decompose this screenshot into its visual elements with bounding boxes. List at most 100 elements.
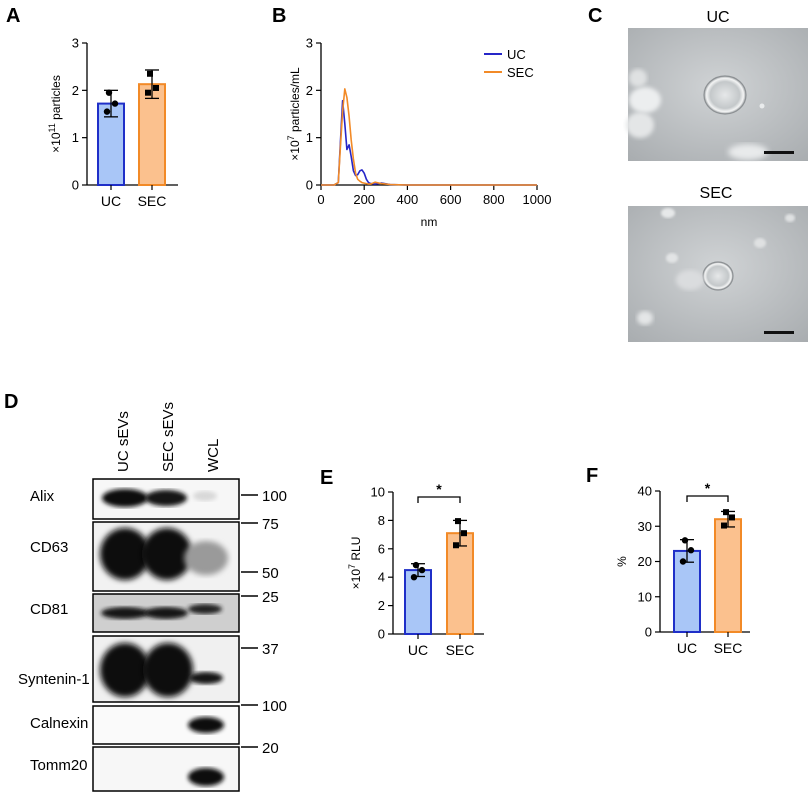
em-image-sec — [628, 206, 808, 342]
panel-f-ytick-label: 20 — [638, 554, 652, 569]
blot-label-tomm20: Tomm20 — [30, 757, 88, 774]
lane-label-sec: SEC sEVs — [160, 402, 177, 472]
panel-a-ytick-label: 2 — [72, 83, 79, 98]
panel-a-point — [103, 108, 111, 115]
mw-marker-cd63-50: 50 — [262, 565, 279, 582]
panel-e-ytick-label: 4 — [378, 570, 385, 585]
mw-marker-calnexin: 100 — [262, 698, 287, 715]
panel-b-ylabel: ×107 particles/mL — [286, 67, 302, 161]
panel-e-ytick-label: 8 — [378, 513, 385, 528]
panel-b-xlabel: nm — [421, 215, 438, 229]
panel-e-point — [418, 566, 426, 574]
panel-e-ytick-label: 0 — [378, 627, 385, 642]
blot-syntenin — [92, 635, 240, 703]
blot-label-cd63: CD63 — [30, 539, 68, 556]
panel-a-point — [153, 84, 159, 91]
panel-letter-e: E — [320, 467, 333, 489]
lane-label-uc: UC sEVs — [115, 411, 132, 472]
panel-a-category-label: SEC — [138, 193, 167, 209]
mw-marker-cd63-75: 75 — [262, 516, 279, 533]
panel-a-ylabel: ×1011 particles — [47, 75, 63, 153]
chart-b: 0 1 2 3 0 200 400 600 800 1000 nm ×107 particles/mL… — [286, 36, 551, 230]
panel-e-bar-uc — [404, 569, 432, 635]
panel-b-xtick-label: 0 — [317, 192, 324, 207]
panel-f-point — [687, 547, 695, 554]
panel-a-point — [111, 100, 119, 107]
panel-f-ytick-label: 0 — [645, 625, 652, 640]
panel-b-ytick-label: 1 — [306, 130, 313, 145]
em-title-sec: SEC — [700, 185, 733, 202]
panel-a-ytick-label: 3 — [72, 36, 79, 51]
panel-a-point — [147, 70, 153, 77]
panel-a-point — [145, 89, 151, 96]
panel-b-ytick-label: 3 — [306, 36, 313, 51]
lane-label-wcl: WCL — [205, 439, 222, 472]
panel-b-ytick-label: 2 — [306, 83, 313, 98]
panel-b-legend-label-sec: SEC — [507, 65, 534, 80]
panel-e-bar-sec — [446, 532, 474, 635]
panel-e-ylabel: ×107 RLU — [347, 537, 363, 590]
panel-e-ytick-label: 2 — [378, 598, 385, 613]
panel-f-category-label: UC — [677, 640, 697, 656]
panel-a-ytick-label: 0 — [72, 178, 79, 193]
panel-f-point — [721, 522, 727, 529]
panel-e-ytick-label: 6 — [378, 541, 385, 556]
em-panel: UC SEC — [626, 9, 808, 342]
panel-f-point — [729, 514, 735, 521]
panel-a-category-label: UC — [101, 193, 121, 209]
panel-letter-a: A — [6, 5, 20, 27]
panel-f-bar-uc — [673, 549, 701, 633]
panel-f-point — [679, 558, 687, 565]
panel-e-category-label: UC — [408, 642, 428, 658]
panel-f-significance-label: * — [705, 480, 711, 496]
mw-marker-alix: 100 — [262, 488, 287, 505]
panel-e-ytick-label: 10 — [371, 485, 385, 500]
panel-letter-d: D — [4, 391, 18, 413]
blot-label-alix: Alix — [30, 488, 55, 505]
panel-b-xtick-label: 200 — [353, 192, 375, 207]
em-image-uc — [626, 28, 808, 161]
panel-letter-c: C — [588, 5, 602, 27]
blot-label-cd81: CD81 — [30, 601, 68, 618]
blot-cd81 — [92, 593, 240, 633]
panel-f-ytick-label: 40 — [638, 484, 652, 499]
mw-marker-syntenin: 37 — [262, 641, 279, 658]
blot-label-syntenin: Syntenin-1 — [18, 671, 90, 688]
panel-letter-b: B — [272, 5, 286, 27]
panel-e-point — [410, 574, 418, 581]
chart-a: 0 1 2 3 ×1011 particles UC SEC — [47, 36, 178, 209]
panel-e-significance-label: * — [436, 481, 442, 497]
panel-f-point — [723, 509, 729, 516]
panel-b-xtick-label: 1000 — [523, 192, 552, 207]
panel-b-xtick-label: 800 — [483, 192, 505, 207]
panel-b-series-sec — [321, 88, 537, 186]
chart-f: 0 10 20 30 40% UC SEC * — [615, 480, 750, 656]
mw-marker-tomm20: 20 — [262, 740, 279, 757]
panel-f-category-label: SEC — [714, 640, 743, 656]
blot-label-calnexin: Calnexin — [30, 715, 88, 732]
blot-alix — [92, 478, 240, 520]
panel-letter-f: F — [586, 465, 598, 487]
panel-f-point — [681, 537, 689, 544]
panel-e-significance-bracket — [417, 496, 461, 503]
panel-b-xtick-label: 400 — [397, 192, 419, 207]
panel-e-category-label: SEC — [446, 642, 475, 658]
panel-b-series-uc — [321, 99, 537, 186]
em-title-uc: UC — [706, 9, 729, 26]
panel-b-xtick-label: 600 — [440, 192, 462, 207]
panel-f-ylabel: % — [615, 556, 629, 567]
panel-b-legend-label-uc: UC — [507, 47, 526, 62]
panel-e-point — [455, 518, 461, 525]
blot-cd63 — [92, 521, 240, 592]
panel-a-ytick-label: 1 — [72, 130, 79, 145]
mw-marker-cd81: 25 — [262, 589, 279, 606]
blot-calnexin — [92, 705, 240, 745]
panel-b-ytick-label: 0 — [306, 178, 313, 193]
panel-f-ytick-label: 10 — [638, 589, 652, 604]
panel-f-ytick-label: 30 — [638, 519, 652, 534]
panel-f-significance-bracket — [686, 495, 729, 502]
panel-e-point — [453, 542, 459, 549]
panel-f-bar-sec — [714, 518, 742, 634]
western-blot-panel: UC sEVs SEC sEVs WCL Alix 100 CD63 75 50… — [18, 402, 287, 792]
